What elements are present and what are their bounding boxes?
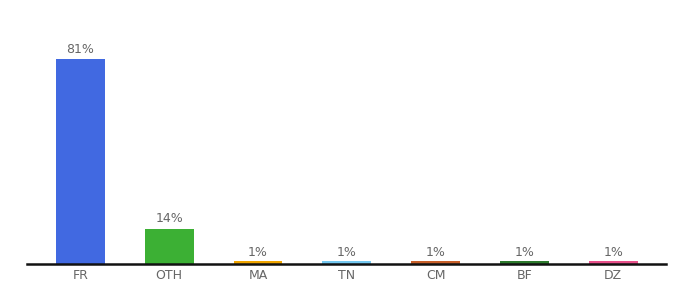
Bar (56, 59, 105, 264)
Text: 14%: 14% (155, 212, 183, 226)
Text: 1%: 1% (337, 246, 357, 260)
Text: 1%: 1% (603, 246, 623, 260)
Text: 1%: 1% (514, 246, 534, 260)
Bar (145, 229, 194, 264)
Text: 1%: 1% (248, 246, 268, 260)
Bar (411, 262, 460, 264)
Bar (589, 262, 638, 264)
Bar (322, 262, 371, 264)
Bar (234, 262, 282, 264)
Text: 1%: 1% (426, 246, 445, 260)
Text: 81%: 81% (67, 43, 95, 56)
Bar (500, 262, 549, 264)
